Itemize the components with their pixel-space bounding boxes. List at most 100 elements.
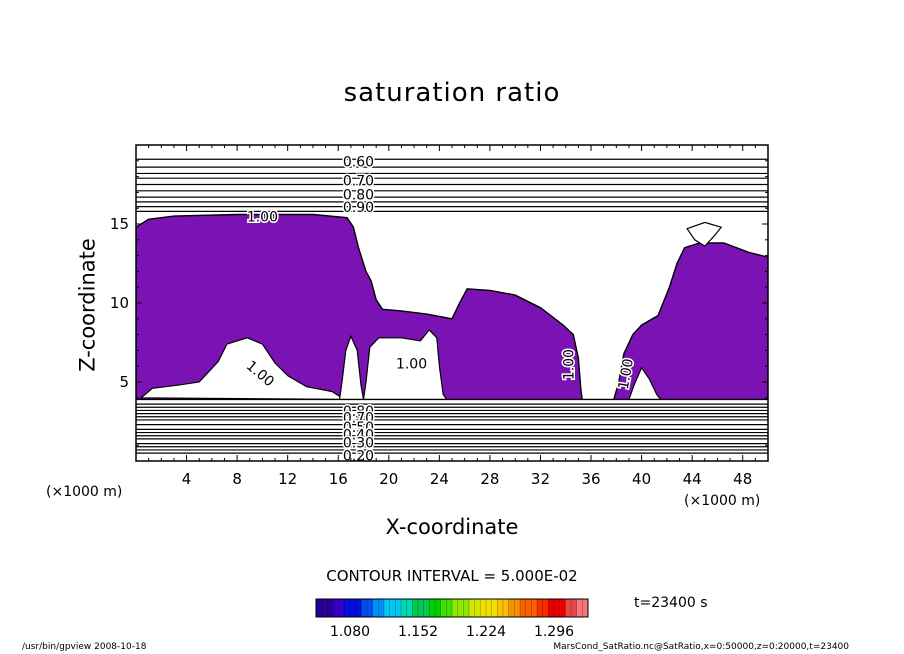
colorbar-segment [463,599,470,617]
footer-right: MarsCond_SatRatio.nc@SatRatio,x=0:50000,… [553,642,849,652]
colorbar-segment [571,599,578,617]
x-tick-label: 16 [329,470,348,488]
colorbar-tick-label: 1.080 [330,624,370,640]
colorbar-segment [548,599,555,617]
colorbar-segment [327,599,334,617]
colorbar-segment [542,599,549,617]
interior-contour-label-0: 1.00 [396,357,427,373]
colorbar-segment [350,599,357,617]
x-tick-label: 36 [581,470,600,488]
colorbar-segment [474,599,481,617]
colorbar-segment [378,599,385,617]
lower-contour-label-3: 0.40 [343,428,374,444]
colorbar-segment [338,599,345,617]
upper-contour-label-3: 0.90 [343,200,374,216]
x-axis-unit-right: (×1000 m) [684,493,761,509]
colorbar-segment [452,599,459,617]
lower-contour-label-2: 0.50 [343,420,374,436]
lower-contour-label-0: 0.80 [343,404,374,420]
y-tick-label: 15 [110,215,129,233]
colorbar-segment [316,599,323,617]
colorbar-segment [372,599,379,617]
colorbar-segment [525,599,532,617]
colorbar-segment [321,599,328,617]
colorbar-segment [576,599,583,617]
colorbar-segment [429,599,436,617]
x-tick-label: 8 [232,470,242,488]
colorbar: 1.080 1.152 1.224 1.296 [315,598,589,640]
colorbar-segment [344,599,351,617]
x-tick-label: 12 [278,470,297,488]
lower-contour-label-5: 0.20 [343,448,374,464]
x-tick-label: 44 [683,470,702,488]
colorbar-segment [497,599,504,617]
colorbar-segment [457,599,464,617]
unsaturated-pocket-4 [686,221,723,247]
colorbar-segment [389,599,396,617]
colorbar-segment [503,599,510,617]
colorbar-segment [367,599,374,617]
contour-lines [136,158,768,454]
fill-region [136,213,768,401]
x-tick-label: 24 [430,470,449,488]
colorbar-tick-label: 1.152 [398,624,438,640]
y-axis-label: Z-coordinate [75,238,100,372]
colorbar-segment [520,599,527,617]
colorbar-tick-label: 1.296 [534,624,574,640]
colorbar-segment [537,599,544,617]
lower-contour-label-1: 0.70 [343,410,374,426]
colorbar-segment [446,599,453,617]
unsaturated-pocket-0 [139,337,347,401]
unsaturated-pocket-1 [338,334,365,400]
colorbar-segment [559,599,566,617]
colorbar-segment [480,599,487,617]
contour-interval: CONTOUR INTERVAL = 5.000E-02 [326,567,578,585]
lower-contour-label-4: 0.30 [343,436,374,452]
colorbar-segment [395,599,402,617]
upper-contour-label-4: 1.00 [247,210,278,226]
colorbar-segment [582,599,589,617]
colorbar-segment [554,599,561,617]
colorbar-segment [486,599,493,617]
colorbar-segment [412,599,419,617]
x-tick-label: 48 [733,470,752,488]
upper-contour-label-0: 0.60 [343,154,374,170]
time-label: t=23400 s [634,595,708,611]
colorbar-segment [440,599,447,617]
colorbar-segment [531,599,538,617]
x-axis-unit-left: (×1000 m) [46,484,123,500]
colorbar-segment [418,599,425,617]
unsaturated-pocket-3 [628,366,662,400]
colorbar-segment [491,599,498,617]
colorbar-segment [406,599,413,617]
y-tick-label: 10 [110,294,129,312]
colorbar-tick-label: 1.224 [466,624,506,640]
footer-left: /usr/bin/gpview 2008-10-18 [22,642,147,652]
colorbar-segment [435,599,442,617]
colorbar-segment [401,599,408,617]
upper-contour-label-1: 0.70 [343,173,374,189]
colorbar-segment [355,599,362,617]
y-tick-label: 5 [119,373,129,391]
x-axis-label: X-coordinate [385,515,519,539]
chart-title: saturation ratio [343,78,561,108]
colorbar-frame [315,598,589,618]
supersaturated-region [136,213,768,401]
colorbar-segment [508,599,515,617]
colorbar-segment [423,599,430,617]
colorbar-segment [514,599,521,617]
x-tick-label: 20 [379,470,398,488]
x-tick-label: 28 [480,470,499,488]
colorbar-segment [361,599,368,617]
interior-contour-label-2: 1.00 [562,349,578,380]
colorbar-segment [333,599,340,617]
x-tick-label: 40 [632,470,651,488]
colorbar-segment [384,599,391,617]
upper-contour-label-2: 0.80 [343,188,374,204]
unsaturated-pocket-2 [362,328,449,400]
colorbar-segment [565,599,572,617]
x-tick-label: 32 [531,470,550,488]
x-tick-label: 4 [182,470,192,488]
